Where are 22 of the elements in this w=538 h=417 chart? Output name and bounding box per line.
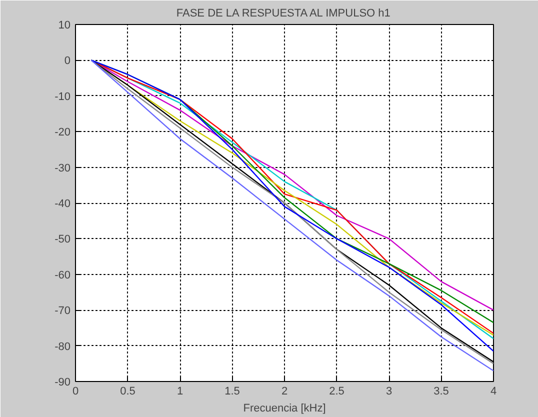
chart-title: FASE DE LA RESPUESTA AL IMPULSO h1 — [176, 8, 390, 20]
y-tick-label: -50 — [54, 234, 71, 246]
x-tick-label: 3 — [386, 386, 392, 398]
x-tick-label: 4 — [490, 386, 497, 398]
y-tick-label: -20 — [54, 126, 71, 139]
y-tick-label: -60 — [54, 269, 71, 282]
y-tick-label: -90 — [54, 376, 71, 388]
x-tick-label: 1 — [176, 386, 184, 398]
y-tick-label: -40 — [54, 198, 71, 210]
y-tick-label: 10 — [58, 20, 71, 32]
x-tick-label: 0 — [72, 386, 79, 398]
y-tick-label: -30 — [54, 162, 71, 174]
x-tick-label: 0.5 — [120, 386, 136, 398]
y-tick-label: 0 — [64, 55, 71, 68]
y-tick-label: -70 — [54, 305, 71, 318]
x-tick-label: 2.5 — [329, 386, 344, 398]
x-axis-title: Frecuencia [kHz] — [243, 402, 326, 414]
x-tick-label: 3.5 — [434, 386, 449, 398]
x-tick-label: 2 — [281, 386, 288, 398]
y-tick-label: -10 — [54, 90, 71, 103]
x-tick-label: 1.5 — [224, 386, 240, 398]
y-tick-label: -80 — [54, 340, 71, 353]
